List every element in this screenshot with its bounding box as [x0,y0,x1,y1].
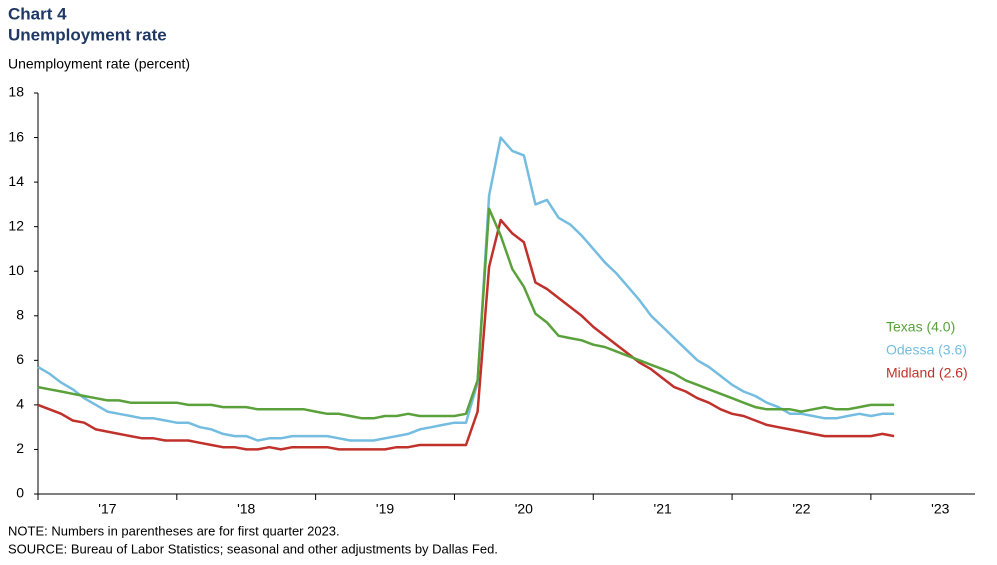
y-tick-label: 0 [16,485,24,501]
y-tick-label: 6 [16,351,24,367]
legend-entry: Texas (4.0) [886,319,955,335]
note: NOTE: Numbers in parentheses are for fir… [8,523,340,538]
legend-entry: Odessa (3.6) [886,342,967,358]
y-tick-label: 2 [16,440,24,456]
x-tick-label: '20 [515,501,533,517]
x-tick-label: '23 [931,501,949,517]
y-tick-label: 12 [8,217,24,233]
source: SOURCE: Bureau of Labor Statistics; seas… [8,541,498,556]
y-tick-label: 16 [8,128,24,144]
x-tick-label: '18 [237,501,255,517]
series-line [37,136,895,442]
series-line [37,207,895,420]
y-tick-label: 18 [8,84,24,100]
y-axis-label: Unemployment rate (percent) [8,56,190,72]
y-tick-label: 10 [8,262,24,278]
legend-entry: Midland (2.6) [886,365,968,381]
x-tick-label: '19 [376,501,394,517]
x-tick-label: '22 [792,501,810,517]
x-tick-label: '17 [98,501,116,517]
y-tick-label: 4 [16,396,24,412]
y-tick-label: 14 [8,173,24,189]
y-tick-label: 8 [16,306,24,322]
chart-title: Chart 4 [8,4,67,23]
series-line [37,218,895,451]
x-tick-label: '21 [654,501,672,517]
chart-subtitle: Unemployment rate [8,25,167,44]
